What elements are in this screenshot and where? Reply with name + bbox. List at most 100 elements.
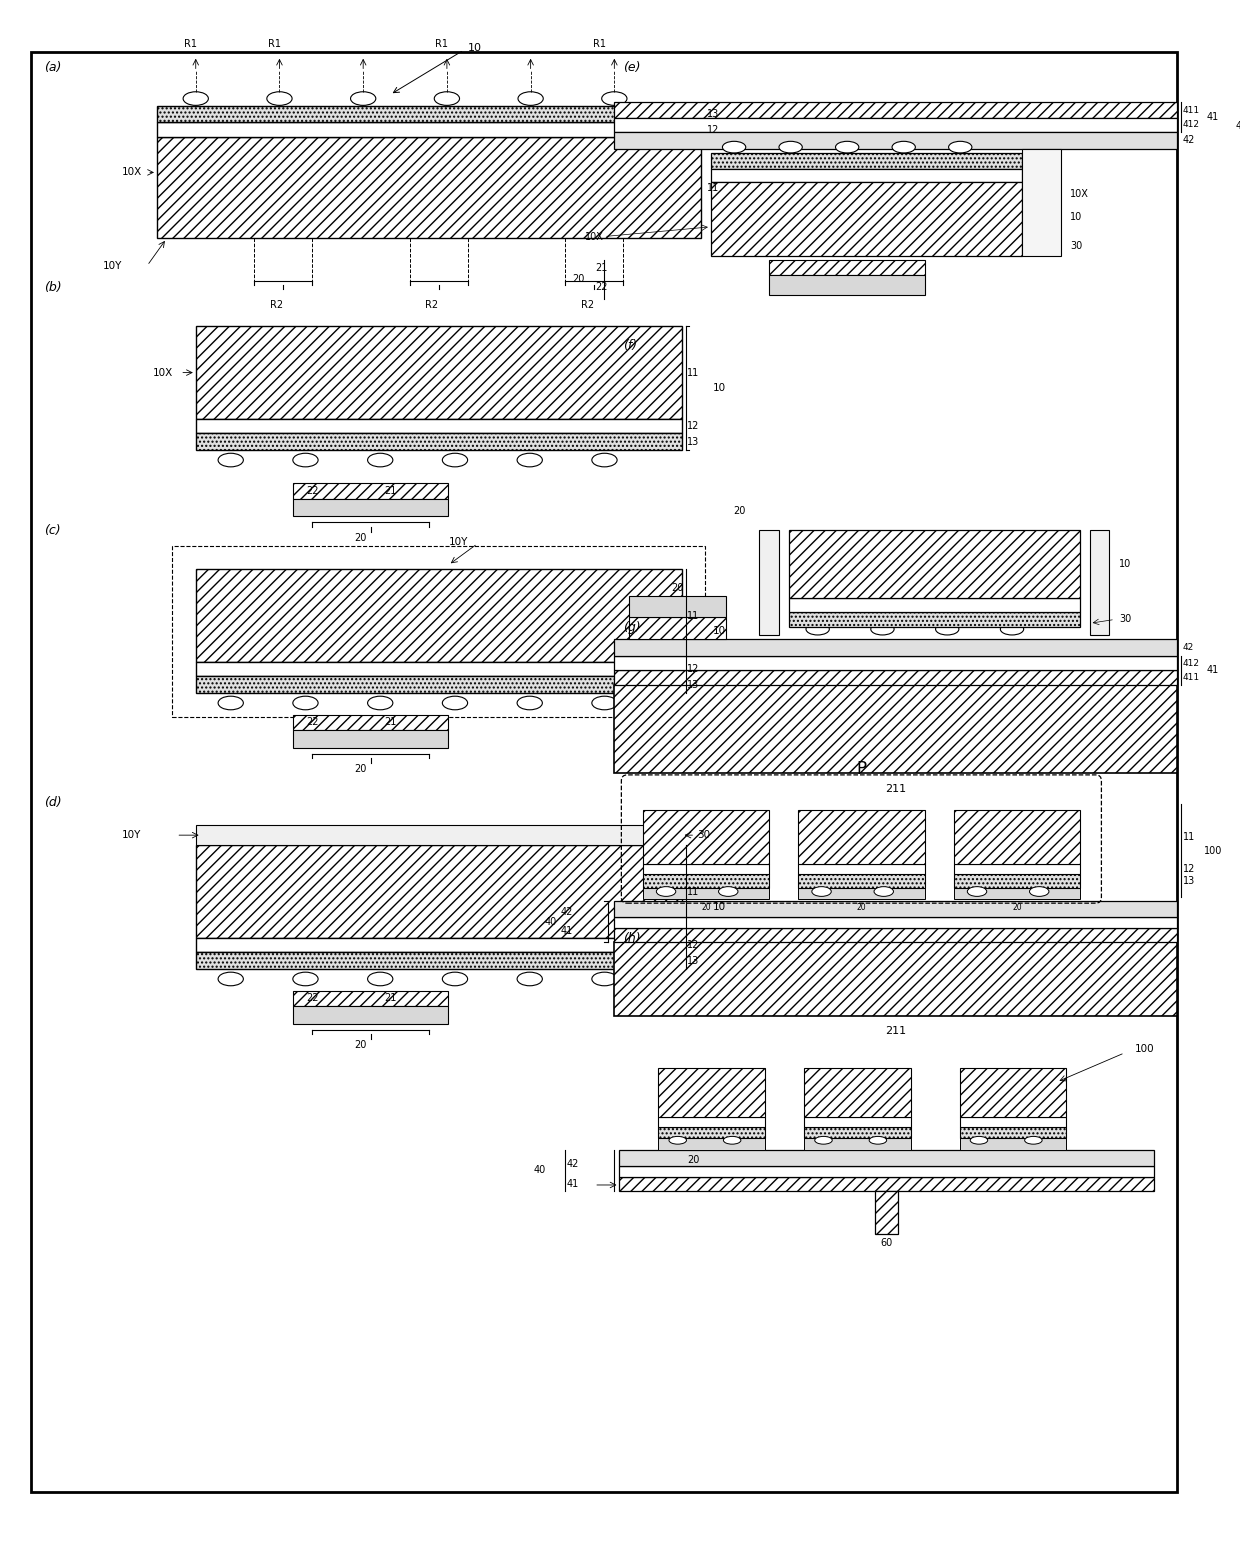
Bar [759,529,779,636]
Ellipse shape [443,972,467,986]
Ellipse shape [935,623,959,636]
Bar [804,1136,911,1150]
Ellipse shape [591,696,618,710]
Text: 41: 41 [560,926,573,937]
Bar [614,102,1177,117]
Bar [658,1136,765,1150]
Bar [196,434,682,451]
Bar [642,864,769,873]
Bar [196,662,682,676]
Text: 20: 20 [355,764,367,775]
Bar [614,117,1177,131]
Text: 20: 20 [672,583,684,594]
Ellipse shape [1001,623,1024,636]
Text: 13: 13 [1183,876,1195,886]
Text: 411: 411 [1183,673,1200,682]
Bar [954,810,1080,864]
Ellipse shape [218,696,243,710]
Bar [804,1117,911,1126]
Bar [799,873,925,887]
Text: 11: 11 [687,367,699,378]
Bar [196,326,682,420]
Bar [799,864,925,873]
Text: 40: 40 [546,917,557,927]
Text: 13: 13 [707,110,719,119]
Text: 13: 13 [687,437,699,446]
Text: (b): (b) [45,281,62,293]
Bar [172,546,704,716]
Bar [157,137,701,239]
Ellipse shape [517,454,542,468]
Text: (h): (h) [624,932,641,944]
Bar [293,498,449,517]
Text: 10X: 10X [585,231,604,242]
Bar [196,569,682,662]
Text: R2: R2 [425,299,438,310]
Text: 10X: 10X [1070,188,1089,199]
Text: 30: 30 [1070,241,1083,252]
Ellipse shape [949,142,972,153]
Text: 10: 10 [1070,211,1083,222]
Text: 10X: 10X [122,167,143,177]
Bar [804,1068,911,1117]
Ellipse shape [517,696,542,710]
Bar [620,1150,1154,1165]
Bar [1090,529,1110,636]
Ellipse shape [718,887,738,896]
Ellipse shape [351,91,376,105]
Text: 12: 12 [687,421,699,430]
Text: 13: 13 [687,955,699,966]
Text: 40: 40 [1235,120,1240,131]
Text: 41: 41 [1207,665,1219,674]
Bar [157,122,701,137]
Text: P: P [857,761,867,778]
Text: 211: 211 [885,784,906,793]
Text: 20: 20 [355,1040,367,1051]
Text: 12: 12 [687,940,699,950]
Text: 12: 12 [687,663,699,674]
Bar [658,1126,765,1139]
Text: (c): (c) [45,523,61,537]
Bar [614,670,1177,685]
Text: 10Y: 10Y [122,830,141,839]
Text: 10X: 10X [153,367,174,378]
Bar [196,676,682,693]
Ellipse shape [267,91,293,105]
Text: 40: 40 [533,1165,546,1176]
Text: 13: 13 [687,679,699,690]
Text: 100: 100 [1204,846,1223,856]
Text: (a): (a) [45,62,62,74]
Bar [711,153,1022,168]
Ellipse shape [443,454,467,468]
Text: 10: 10 [713,903,725,912]
Text: 412: 412 [1183,659,1200,668]
Text: (d): (d) [45,796,62,809]
Text: 21: 21 [595,262,608,273]
Bar [614,901,1177,917]
Bar [614,929,1177,943]
Ellipse shape [723,142,745,153]
Text: 21: 21 [384,994,397,1003]
Text: 10Y: 10Y [449,537,467,546]
Bar [614,943,1177,1015]
Ellipse shape [218,972,243,986]
Bar [293,483,449,498]
Bar [1022,150,1060,256]
Text: 211: 211 [885,1026,906,1037]
Bar [614,639,1177,656]
Bar [954,886,1080,900]
Text: 42: 42 [567,1159,579,1168]
Text: 42: 42 [1183,643,1194,653]
Text: 12: 12 [1183,864,1195,875]
Text: (f): (f) [624,339,637,352]
Text: 10: 10 [1118,559,1131,569]
Ellipse shape [367,454,393,468]
Ellipse shape [601,91,627,105]
Text: 22: 22 [306,717,319,727]
Bar [769,259,925,275]
Bar [954,873,1080,887]
Bar [196,420,682,434]
Ellipse shape [870,623,894,636]
Ellipse shape [367,972,393,986]
Bar [875,1191,898,1233]
